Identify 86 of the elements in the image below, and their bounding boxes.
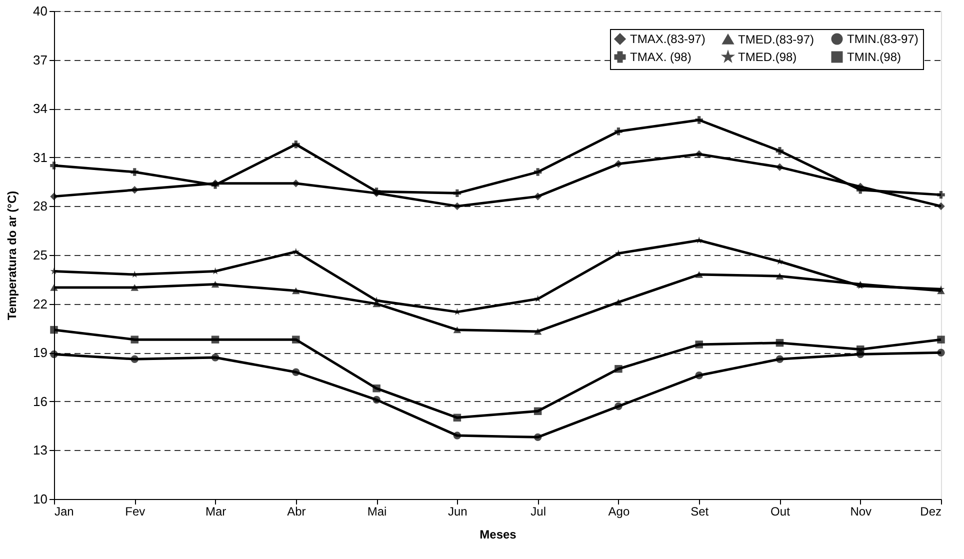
point [695, 271, 703, 278]
point [614, 160, 622, 168]
point [130, 355, 139, 363]
point [937, 190, 945, 199]
point [695, 372, 703, 380]
legend-label: TMAX.(83-97) [630, 32, 706, 46]
point [292, 248, 300, 255]
point [937, 202, 945, 210]
point [695, 236, 703, 244]
point [50, 267, 58, 274]
y-tick-label: 37 [33, 52, 48, 68]
point [695, 340, 703, 348]
point [130, 186, 139, 194]
point [292, 140, 300, 148]
point [534, 192, 542, 200]
point [776, 147, 784, 155]
point [534, 407, 542, 416]
x-tick-label: Mar [205, 504, 226, 518]
point [50, 284, 58, 291]
point [695, 150, 703, 158]
x-tick-label: Set [690, 504, 710, 518]
x-tick-label: Ago [608, 504, 630, 518]
point [453, 326, 462, 334]
x-tick-label: Jul [530, 504, 546, 518]
y-tick-label: 34 [33, 101, 48, 116]
point [211, 336, 220, 344]
point [50, 192, 58, 200]
x-tick-label: Jun [448, 504, 468, 518]
legend-label: TMIN.(83-97) [847, 32, 918, 46]
point [50, 326, 58, 334]
y-tick-label: 13 [33, 442, 48, 458]
point [937, 336, 945, 344]
y-tick-label: 10 [33, 492, 48, 506]
point [534, 168, 542, 176]
point [776, 338, 784, 347]
point [614, 128, 622, 136]
point [534, 328, 542, 335]
legend-label: TMAX. (98) [630, 50, 692, 64]
x-tick-label: Jan [54, 504, 74, 518]
point [453, 432, 462, 440]
x-tick-label: Nov [850, 504, 872, 518]
y-tick-label: 22 [33, 296, 48, 312]
point [50, 162, 58, 170]
x-tick-label: Mai [367, 504, 387, 518]
legend-label: TMIN.(98) [847, 50, 902, 64]
y-tick-label: 25 [33, 248, 48, 262]
point [937, 348, 945, 356]
point [776, 355, 784, 363]
point [292, 368, 300, 376]
x-tick-label: Dez [920, 504, 942, 518]
point [614, 298, 622, 306]
x-tick-label: Out [770, 504, 791, 518]
x-axis-title: Meses [480, 528, 517, 542]
x-tick-label: Fev [125, 504, 146, 518]
point [453, 202, 462, 210]
x-tick-label: Abr [287, 504, 306, 518]
point [372, 384, 380, 392]
y-tick-label: 28 [33, 198, 48, 214]
y-tick-label: 19 [33, 345, 48, 360]
point [776, 163, 784, 172]
point [130, 270, 138, 278]
point [776, 272, 784, 280]
point [856, 345, 864, 354]
point [614, 364, 622, 373]
point [50, 350, 58, 358]
point [292, 336, 300, 344]
legend-label: TMED.(98) [738, 50, 797, 64]
point [534, 433, 542, 442]
point [130, 284, 139, 291]
point [130, 336, 139, 344]
point [695, 116, 703, 124]
point [453, 189, 462, 198]
point [372, 396, 380, 404]
point [453, 414, 462, 422]
y-tick-label: 16 [33, 394, 48, 409]
point [130, 168, 139, 176]
point [614, 402, 622, 410]
y-tick-label: 31 [33, 150, 48, 165]
legend-label: TMED.(83-97) [738, 32, 814, 46]
point [211, 280, 220, 288]
y-tick-label: 40 [33, 4, 48, 18]
point [372, 296, 380, 304]
y-axis-title: Temperatura do ar (°C) [5, 190, 20, 320]
point [292, 180, 300, 188]
point [292, 287, 300, 294]
point [211, 354, 220, 362]
